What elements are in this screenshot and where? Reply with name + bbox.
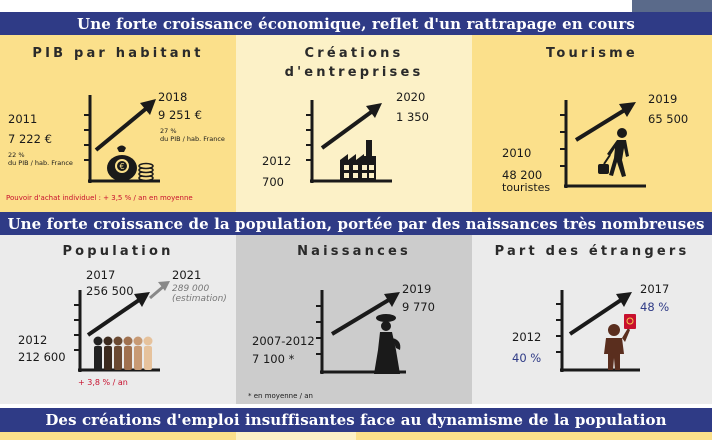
pib-end-value: 9 251 € [158,108,202,122]
entreprises-title-line2: d'entreprises [284,65,424,80]
tourisme-start-value: 48 200 [502,168,543,182]
population-mid-year: 2017 [86,268,116,282]
mother-carrying-icon [374,314,401,374]
banner-economie-text: Une forte croissance économique, reflet … [77,14,635,33]
naissances-title: Naissances [297,244,411,259]
naissances-end-value: 9 770 [402,300,435,314]
banner-emploi-text: Des créations d'emploi insuffisantes fac… [45,411,667,429]
entreprises-start-value: 700 [262,175,284,189]
tourisme-end-value: 65 500 [648,112,689,126]
population-end-value: 289 000 [172,284,210,294]
population-note: + 3,8 % / an [78,378,128,387]
panel-emploi-strip-mid [236,430,356,440]
money-bag-icon: € [107,145,154,182]
tourisme-growth-chart [560,100,646,188]
traveler-icon [598,128,629,177]
etrangers-title: Part des étrangers [494,244,690,259]
panel-population [0,234,236,404]
factory-icon [340,140,376,180]
naissances-start-value: 7 100 * [252,352,295,366]
entreprises-title-line1: Créations [304,46,404,61]
entreprises-end-year: 2020 [396,90,426,104]
population-end-year: 2021 [172,268,202,282]
etrangers-growth-chart [556,290,640,372]
etrangers-end-value: 48 % [640,300,670,314]
banner-economie: Une forte croissance économique, reflet … [0,12,712,35]
population-mid-value: 256 500 [86,284,134,298]
pib-title: PIB par habitant [32,46,204,61]
naissances-start-year: 2007-2012 [252,334,315,348]
tourisme-end-year: 2019 [648,92,678,106]
entreprises-start-year: 2012 [262,154,292,168]
panel-pib [0,35,236,215]
population-start-year: 2012 [18,333,48,347]
corner-decoration [632,0,712,12]
pib-start-value: 7 222 € [8,132,52,146]
panel-emploi-strip [0,430,712,440]
etrangers-start-year: 2012 [512,330,542,344]
etrangers-start-value: 40 % [512,351,542,365]
pib-note: Pouvoir d'achat individuel : + 3,5 % / a… [6,194,193,202]
people-icon [93,336,153,370]
population-title: Population [62,244,174,259]
population-start-value: 212 600 [18,350,66,364]
pib-end-year: 2018 [158,90,188,104]
banner-emploi: Des créations d'emploi insuffisantes fac… [0,408,712,432]
population-growth-chart [74,281,170,372]
pib-start-year: 2011 [8,112,38,126]
pib-end-share-label: du PIB / hab. France [160,135,225,143]
tourisme-start-unit: touristes [502,181,551,194]
pib-start-share-label: du PIB / hab. France [8,159,73,167]
svg-text:€: € [119,162,124,171]
population-end-note: (estimation) [172,294,227,304]
tourisme-title: Tourisme [546,46,638,61]
person-with-passport-icon [604,314,636,370]
naissances-footnote: * en moyenne / an [248,392,313,400]
tourisme-start-year: 2010 [502,146,532,160]
pib-start-share: 22 % [8,151,25,159]
banner-population-text: Une forte croissance de la population, p… [7,214,705,233]
entreprises-end-value: 1 350 [396,110,429,124]
pib-end-share: 27 % [160,127,177,135]
entreprises-growth-chart [306,100,392,183]
banner-population: Une forte croissance de la population, p… [0,212,712,235]
etrangers-end-year: 2017 [640,282,670,296]
naissances-end-year: 2019 [402,282,432,296]
